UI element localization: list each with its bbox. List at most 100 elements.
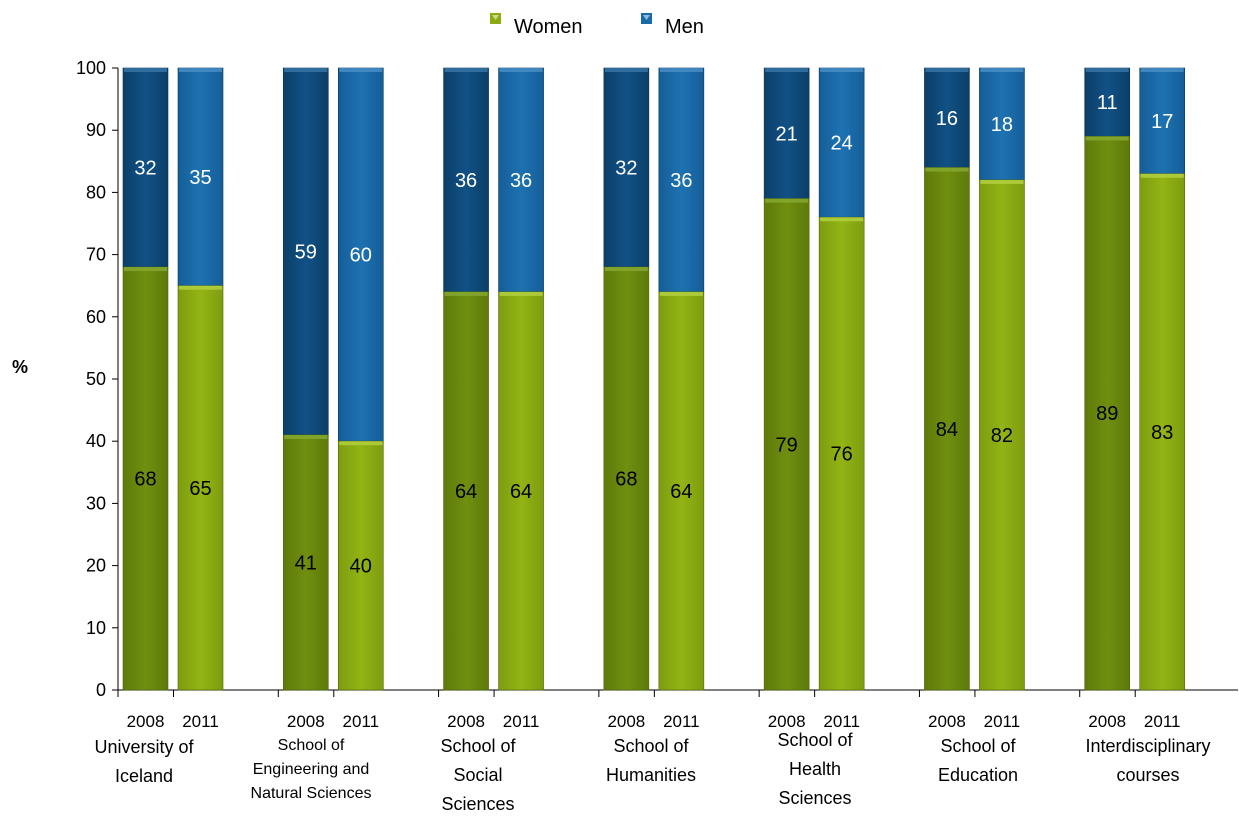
bar-cap-women [659,291,703,296]
y-tick-label: 10 [86,618,106,638]
y-tick-label: 100 [76,58,106,78]
bar-cap-men [444,68,488,72]
bar-segment-men [443,67,489,293]
data-label-women: 65 [189,478,211,500]
bar-cap-men [820,68,864,72]
bars: 32 68 2008 35 65 2011 59 41 2008 60 40 2011 36 64 2008… [122,67,1186,731]
legend-item-men: Men [641,13,704,38]
x-tick-label-year: 2008 [928,712,966,731]
data-label-men: 35 [189,167,211,189]
bar-segment-women [177,285,224,691]
category-label: School of Social Sciences [440,736,516,814]
y-axis-title: % [12,357,28,377]
bar-segment-men [1139,67,1186,175]
data-label-women: 64 [455,481,477,503]
bar-segment-women [1084,136,1131,691]
bar-cap-men [124,68,167,72]
bar-cap-women [925,167,969,172]
category-label-line: Interdisciplinary [1085,736,1210,756]
data-label-men: 16 [936,108,958,130]
bar-segment-men [603,67,650,268]
bar-segment-women [443,291,489,691]
bar-cap-women [179,285,222,290]
bar-segment-women [924,167,970,691]
bar-cap-men [1085,68,1129,72]
category-label: School of Education [938,736,1018,785]
category-label: Interdisciplinary courses [1085,736,1210,785]
category-label-line: School of [613,736,689,756]
bar-segment-men [282,67,329,436]
data-label-men: 17 [1151,111,1173,133]
legend-label: Men [665,16,704,38]
legend: Women Men [490,13,704,38]
data-label-women: 40 [350,556,372,578]
data-label-women: 68 [615,469,637,491]
bar-segment-women [498,291,544,691]
data-label-women: 64 [510,481,532,503]
data-label-men: 21 [776,123,798,145]
axes: 0 10 20 30 40 50 60 70 80 90 100% [12,58,1238,700]
category-label: School of Health Sciences [777,730,853,808]
x-tick-label-year: 2011 [663,712,700,731]
y-tick-label: 0 [96,680,106,700]
x-tick-label-year: 2011 [984,712,1021,731]
category-label-line: Natural Sciences [251,785,372,802]
category-label-line: courses [1116,765,1179,785]
bar-cap-men [925,68,969,72]
x-tick-label-year: 2008 [607,712,645,731]
data-label-women: 41 [295,552,317,574]
bar-cap-women [339,441,383,446]
bar-cap-men [179,68,222,72]
data-label-women: 76 [831,444,853,466]
category-label-line: Education [938,765,1018,785]
y-tick-label: 90 [86,120,106,140]
category-label: School of Engineering and Natural Sciences [251,737,372,802]
bar-segment-men [924,67,970,168]
bar-cap-men [659,68,703,72]
data-label-women: 82 [991,425,1013,447]
y-tick-label: 30 [86,493,106,513]
bar-cap-women [980,179,1024,184]
bar-cap-women [820,217,864,222]
bar-cap-men [1140,68,1184,72]
category-labels: University of Iceland School of Engineering… [94,730,1210,814]
data-label-men: 36 [670,170,692,192]
bar-cap-men [499,68,543,72]
data-label-men: 59 [295,241,317,263]
data-label-men: 36 [455,170,477,192]
bar-cap-women [499,291,543,296]
bar-segment-men [658,67,705,293]
category-label-line: School of [940,736,1016,756]
data-label-women: 79 [776,434,798,456]
y-tick-label: 40 [86,431,106,451]
data-label-men: 36 [510,170,532,192]
x-tick-label-year: 2011 [343,712,380,731]
category-label-line: Social [453,765,502,785]
category-label-line: Sciences [441,794,514,814]
category-label-line: School of [278,737,345,754]
bar-cap-women [765,198,809,203]
bar-segment-men [763,67,810,199]
bar-segment-men [122,67,169,268]
category-label-line: School of [777,730,853,750]
data-label-men: 60 [350,245,372,267]
data-label-men: 11 [1097,92,1118,114]
bar-segment-men [818,67,865,218]
bar-segment-women [658,291,705,691]
y-tick-label: 60 [86,307,106,327]
x-tick-label-year: 2008 [127,712,165,731]
legend-swatch-mark [492,15,499,20]
bar-cap-women [1085,136,1129,141]
x-tick-label-year: 2011 [503,712,540,731]
bar-segment-women [603,266,650,691]
category-label: University of Iceland [94,737,194,786]
bar-cap-women [1140,173,1184,178]
legend-swatch-mark [643,15,650,20]
category-label-line: Health [789,759,841,779]
y-tick-label: 70 [86,245,106,265]
legend-item-women: Women [490,13,583,38]
bar-segment-men [177,67,224,286]
bar-segment-men [498,67,544,293]
bar-cap-men [339,68,383,72]
